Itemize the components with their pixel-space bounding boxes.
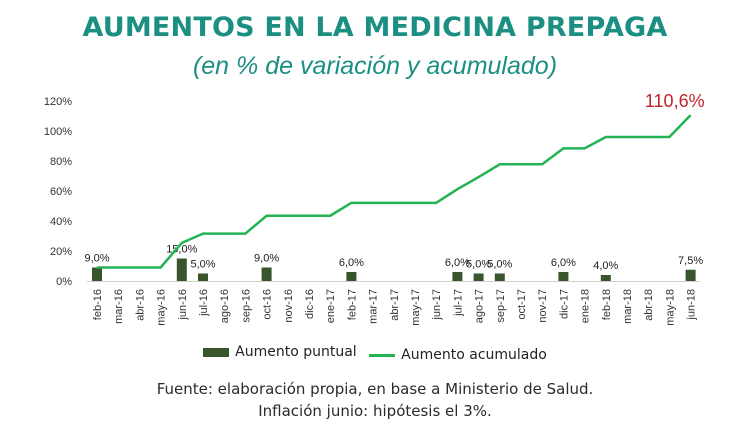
x-tick-label-oct-17: oct-17 <box>516 289 528 320</box>
legend-swatch-bars <box>203 347 230 357</box>
y-tick-label: 40% <box>50 216 72 228</box>
bar-feb-18 <box>600 275 611 281</box>
y-tick-label: 80% <box>50 156 72 168</box>
legend: Aumento puntual Aumento acumulado <box>0 344 750 363</box>
legend-item-bars: Aumento puntual <box>203 344 357 360</box>
x-tick-label-dic-17: dic-17 <box>558 289 570 319</box>
x-tick-label-ene-17: ene-17 <box>325 289 337 323</box>
x-tick-label-oct-16: oct-16 <box>262 289 274 320</box>
bar-feb-17 <box>346 272 357 281</box>
bar-jul-16 <box>198 273 208 281</box>
bar-label-ago-17: 5,0% <box>466 259 491 271</box>
bar-label-dic-17: 6,0% <box>551 257 576 269</box>
bar-jul-17 <box>452 272 463 281</box>
bar-feb-16 <box>92 267 102 281</box>
bar-sep-17 <box>494 273 505 281</box>
line-aumento-acumulado <box>97 114 692 269</box>
bar-ago-17 <box>473 273 484 281</box>
legend-swatch-line <box>369 353 396 357</box>
x-tick-label-ene-18: ene-18 <box>580 289 592 323</box>
y-tick-label: 20% <box>50 246 72 258</box>
x-tick-label-sep-16: sep-16 <box>240 289 252 323</box>
x-tick-label-mar-17: mar-17 <box>368 289 380 324</box>
x-tick-label-jun-18: jun-18 <box>686 289 698 321</box>
x-tick-label-abr-16: abr-16 <box>134 289 146 321</box>
legend-item-line: Aumento acumulado <box>369 347 547 363</box>
bar-label-feb-17: 6,0% <box>339 257 364 269</box>
bar-label-jul-17: 6,0% <box>445 257 470 269</box>
bar-label-feb-18: 4,0% <box>593 260 618 272</box>
footer: Fuente: elaboración propia, en base a Mi… <box>0 378 750 422</box>
bar-label-oct-16: 9,0% <box>254 253 279 265</box>
x-tick-label-feb-18: feb-18 <box>601 289 613 320</box>
x-tick-label-feb-17: feb-17 <box>346 289 358 320</box>
x-tick-label-feb-16: feb-16 <box>92 289 104 320</box>
x-tick-label-jul-17: jul-17 <box>452 289 464 317</box>
x-tick-label-jul-16: jul-16 <box>198 289 210 317</box>
y-tick-label: 120% <box>44 96 72 108</box>
x-tick-label-may-18: may-18 <box>664 289 676 326</box>
x-tick-label-mar-16: mar-16 <box>113 289 125 324</box>
x-tick-label-nov-16: nov-16 <box>283 289 295 323</box>
source-note: Fuente: elaboración propia, en base a Mi… <box>156 380 594 398</box>
x-tick-label-mar-18: mar-18 <box>622 289 634 324</box>
bar-label-jun-18: 7,5% <box>678 255 703 267</box>
x-tick-label-abr-18: abr-18 <box>643 289 655 321</box>
bar-label-sep-17: 5,0% <box>487 259 512 271</box>
legend-label-bars: Aumento puntual <box>235 344 357 360</box>
bar-jun-16 <box>176 258 187 281</box>
y-tick-label: 0% <box>56 276 72 288</box>
x-tick-label-may-16: may-16 <box>156 289 168 326</box>
x-tick-label-ago-16: ago-16 <box>219 289 231 323</box>
x-tick-label-jun-16: jun-16 <box>177 289 189 321</box>
x-tick-label-jun-17: jun-17 <box>431 289 443 321</box>
y-tick-label: 100% <box>44 126 72 138</box>
chart-area: 0%20%40%60%80%100%120%9,0%15,0%5,0% 9,0% 6… <box>44 91 705 326</box>
x-tick-label-dic-16: dic-16 <box>304 289 316 319</box>
x-tick-label-nov-17: nov-17 <box>537 289 549 323</box>
x-tick-label-may-17: may-17 <box>410 289 422 326</box>
bar-label-feb-16: 9,0% <box>84 253 109 265</box>
y-tick-label: 60% <box>50 186 72 198</box>
bar-oct-16 <box>261 267 272 281</box>
chart-title: AUMENTOS EN LA MEDICINA PREPAGA <box>82 12 668 43</box>
bar-jun-18 <box>685 269 696 281</box>
bar-label-jul-16: 5,0% <box>190 259 215 271</box>
bar-dic-17 <box>558 272 569 281</box>
legend-label-line: Aumento acumulado <box>401 347 547 363</box>
final-value-annotation: 110,6% <box>645 91 705 111</box>
x-tick-label-abr-17: abr-17 <box>389 289 401 321</box>
chart-subtitle: (en % de variación y acumulado) <box>192 52 558 80</box>
inflation-note: Inflación junio: hipótesis el 3%. <box>258 402 492 420</box>
x-tick-label-sep-17: sep-17 <box>495 289 507 323</box>
x-tick-label-ago-17: ago-17 <box>474 289 486 323</box>
